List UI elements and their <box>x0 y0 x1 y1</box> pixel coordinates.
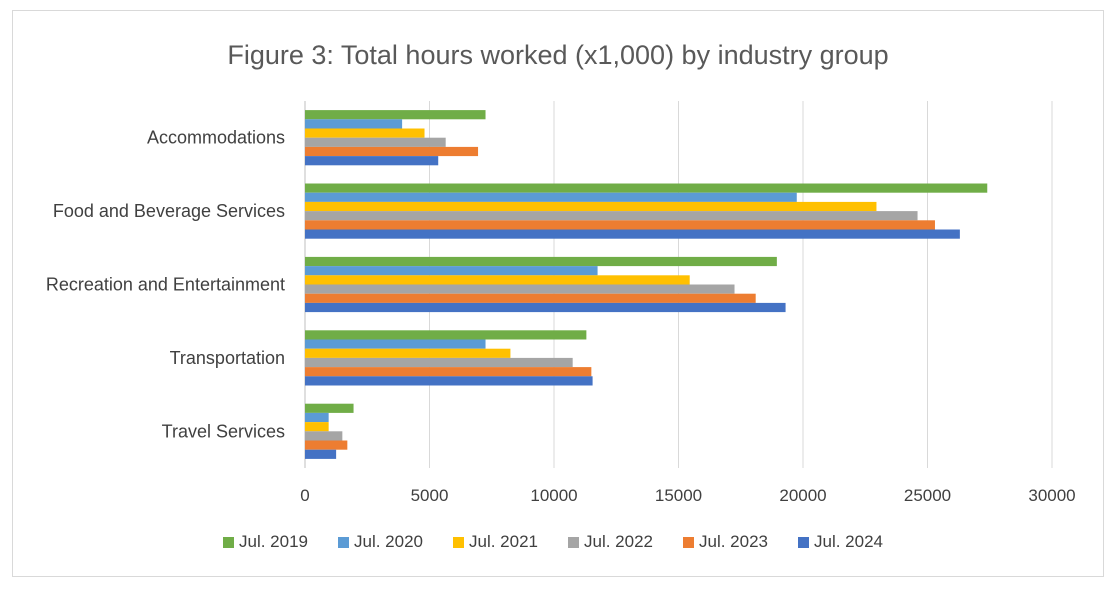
x-tick-label: 10000 <box>530 486 577 505</box>
category-label: Travel Services <box>162 421 285 441</box>
legend-swatch <box>683 537 694 548</box>
x-tick-label: 25000 <box>904 486 951 505</box>
bar <box>305 422 329 432</box>
x-tick-label: 30000 <box>1028 486 1075 505</box>
bar <box>305 284 735 294</box>
bar <box>305 330 587 340</box>
bar <box>305 412 329 423</box>
bar <box>305 183 988 193</box>
legend-label: Jul. 2019 <box>239 532 308 551</box>
legend-swatch <box>568 537 579 548</box>
category-label: Recreation and Entertainment <box>46 275 285 295</box>
bar <box>305 293 756 303</box>
legend-swatch <box>798 537 809 548</box>
x-tick-label: 15000 <box>655 486 702 505</box>
bar <box>305 348 511 358</box>
legend: Jul. 2019 Jul. 2020 Jul. 2021 Jul. 2022 Jul.… <box>223 532 883 551</box>
bar <box>305 110 486 120</box>
legend-swatch <box>223 537 234 548</box>
chart-title: Figure 3: Total hours worked (x1,000) by… <box>227 40 888 70</box>
legend-label: Jul. 2022 <box>584 532 653 551</box>
bar <box>305 201 877 212</box>
legend-label: Jul. 2023 <box>699 532 768 551</box>
legend-label: Jul. 2020 <box>354 532 423 551</box>
bar <box>305 275 690 285</box>
bar <box>305 449 337 459</box>
bar <box>305 376 593 386</box>
bar <box>305 119 403 129</box>
bar <box>305 211 918 221</box>
bar <box>305 192 797 202</box>
legend-label: Jul. 2024 <box>814 532 883 551</box>
category-label: Accommodations <box>147 128 285 148</box>
bar <box>305 137 446 147</box>
legend-swatch <box>338 537 349 548</box>
bar <box>305 146 479 157</box>
category-label: Food and Beverage Services <box>53 201 285 221</box>
bars <box>305 110 988 459</box>
bar <box>305 339 486 349</box>
bar <box>305 302 786 313</box>
bar <box>305 128 425 138</box>
bar <box>305 367 592 377</box>
x-axis-tick-labels: 0 5000 10000 15000 20000 25000 30000 <box>300 486 1075 505</box>
x-tick-label: 20000 <box>779 486 826 505</box>
bar <box>305 403 354 413</box>
x-tick-label: 5000 <box>411 486 449 505</box>
bar <box>305 229 960 239</box>
x-tick-label: 0 <box>300 486 309 505</box>
bar <box>305 256 777 267</box>
category-label: Transportation <box>170 348 285 368</box>
bar <box>305 357 573 368</box>
bar <box>305 431 343 441</box>
legend-label: Jul. 2021 <box>469 532 538 551</box>
legend-swatch <box>453 537 464 548</box>
category-labels: Accommodations Food and Beverage Services… <box>46 128 285 442</box>
bar <box>305 440 348 450</box>
bar <box>305 156 439 166</box>
bar <box>305 266 598 276</box>
bar <box>305 220 935 230</box>
